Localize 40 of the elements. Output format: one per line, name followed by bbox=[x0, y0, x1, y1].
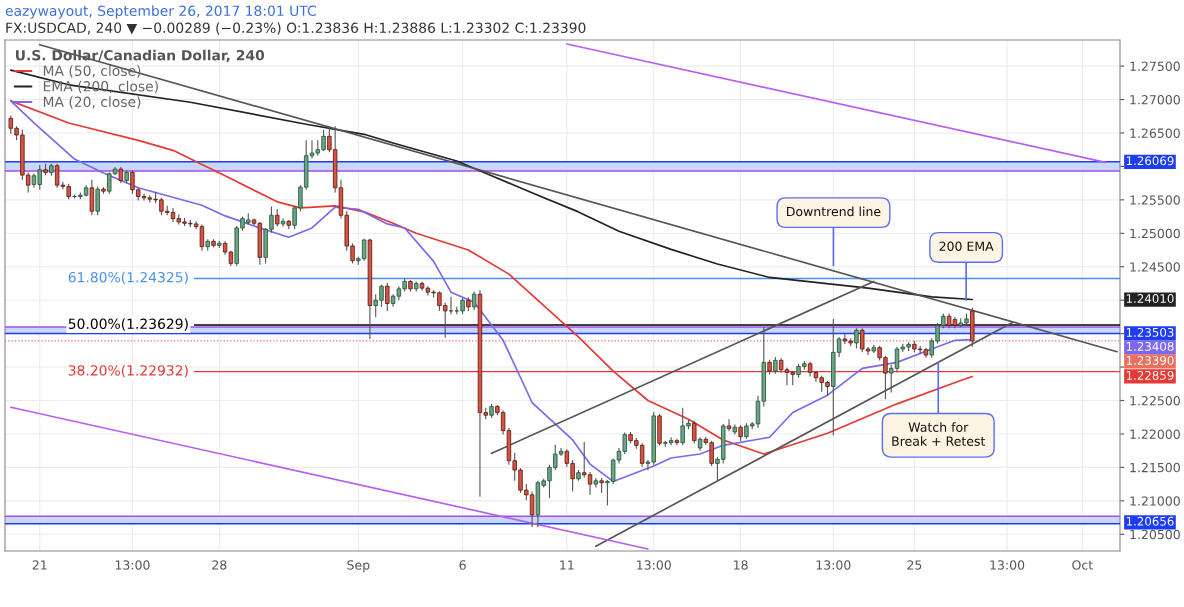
y-tick-label: 1.22000 bbox=[1130, 429, 1180, 439]
legend-label: MA (20, close) bbox=[43, 96, 141, 109]
x-tick-label: 13:00 bbox=[990, 560, 1025, 570]
x-tick-label: 21 bbox=[32, 560, 47, 570]
x-tick-label: 13:00 bbox=[816, 560, 851, 570]
x-tick-label: 25 bbox=[907, 560, 922, 570]
text: 1.24010 bbox=[1126, 294, 1174, 303]
ref-line-label: 1.26069 bbox=[1126, 156, 1174, 166]
x-tick-label: 28 bbox=[212, 560, 227, 570]
chart-title: FX:USDCAD, 240 ▼ −0.00289 (−0.23%) O:1.23836 H:1.23886 L:1.23302 C:1.23390 bbox=[6, 22, 586, 35]
y-tick-label: 1.22500 bbox=[1130, 395, 1180, 406]
annotation: Downtrend line bbox=[787, 206, 881, 217]
y-tick-label: 1.21000 bbox=[1130, 496, 1180, 506]
ref-line-label: 50.00%(1.23629) bbox=[68, 318, 188, 331]
x-tick-label: 13:00 bbox=[637, 560, 671, 570]
ref-line-label: 1.23390 bbox=[1126, 355, 1174, 365]
ref-line-label: 61.80%(1.24325) bbox=[68, 271, 188, 285]
y-tick-label: 1.27500 bbox=[1130, 61, 1180, 72]
y-tick-label: 1.26500 bbox=[1130, 128, 1180, 138]
legend-label: MA (50, close) bbox=[43, 65, 141, 78]
ref-line-label: 1.20656 bbox=[1126, 516, 1174, 526]
y-tick-label: 1.27000 bbox=[1130, 95, 1180, 105]
x-tick-label: Oct bbox=[1072, 560, 1093, 570]
x-tick-label: 6 bbox=[459, 560, 466, 570]
text: 1.23408 bbox=[1126, 341, 1174, 351]
x-tick-label: 11 bbox=[560, 560, 574, 570]
text: eazywayout, September 26, 2017 18:01 UTC bbox=[5, 5, 316, 19]
x-tick-label: Sep bbox=[347, 560, 370, 573]
ref-line-label: 38.20%(1.22932) bbox=[68, 364, 188, 378]
annotation: Watch for Break + Retest bbox=[892, 422, 986, 446]
text: 1.22859 bbox=[1126, 370, 1174, 380]
y-tick-label: 1.21500 bbox=[1130, 462, 1180, 473]
y-tick-label: 1.25000 bbox=[1130, 228, 1180, 239]
annotation: 200 EMA bbox=[939, 241, 994, 252]
y-tick-label: 1.25500 bbox=[1130, 195, 1180, 205]
y-tick-label: 1.24500 bbox=[1130, 262, 1180, 272]
y-tick-label: 1.20500 bbox=[1130, 529, 1180, 540]
x-tick-label: 18 bbox=[734, 560, 748, 570]
ref-line-label: 1.23503 bbox=[1126, 327, 1174, 337]
x-tick-label: 13:00 bbox=[115, 560, 150, 570]
